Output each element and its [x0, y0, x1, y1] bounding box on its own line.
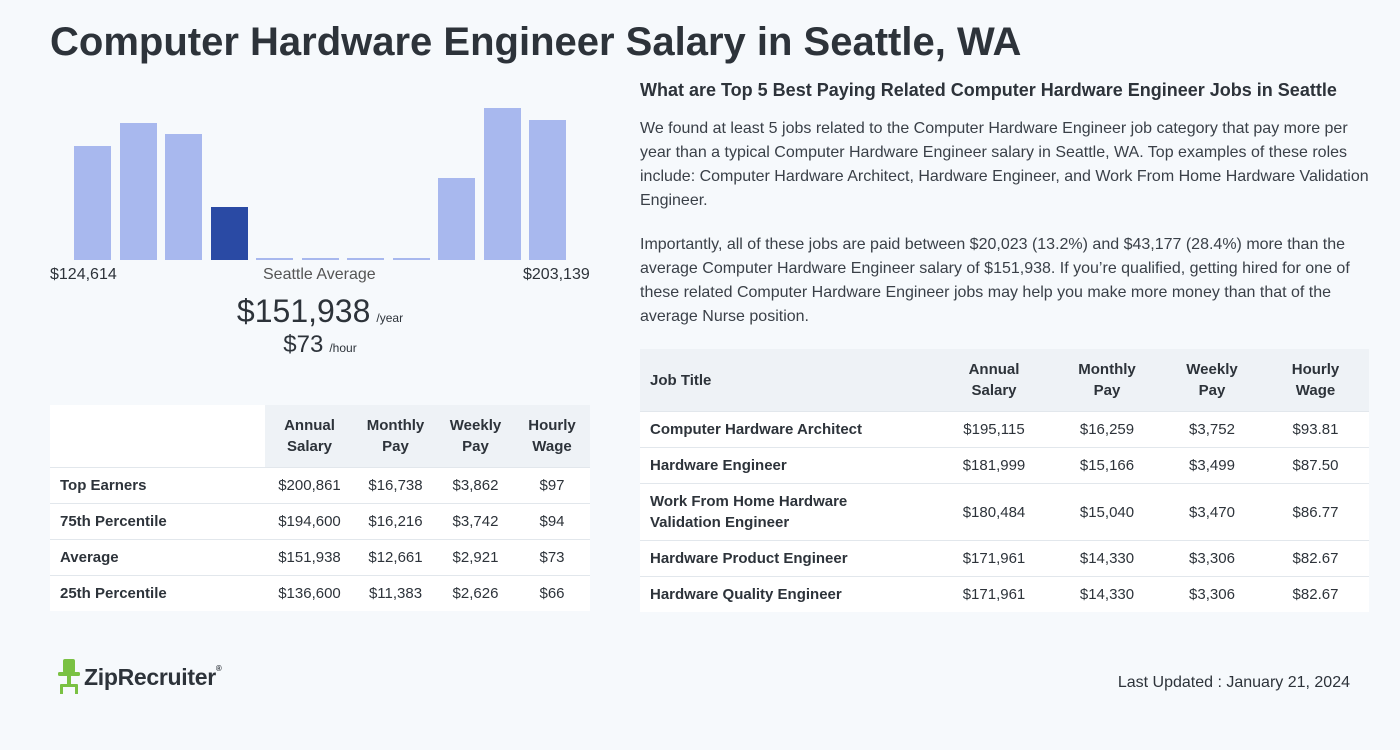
table-row: Hardware Quality Engineer $171,961 $14,3… — [640, 576, 1369, 612]
table-cell: $15,040 — [1052, 483, 1162, 541]
ziprecruiter-logo[interactable]: ZipRecruiter® — [58, 659, 222, 695]
job-title-cell: Hardware Product Engineer — [640, 540, 936, 577]
related-jobs-table: Job Title Annual Salary Monthly Pay Weekly… — [640, 349, 1369, 612]
table-cell: $82.67 — [1262, 576, 1369, 612]
column-header-monthly-pay: Monthly Pay — [354, 405, 437, 468]
table-cell: $3,306 — [1162, 540, 1262, 577]
table-cell: $94 — [514, 503, 590, 540]
yearly-salary-value: $151,938 — [236, 293, 371, 329]
hourly-salary: $73/hour — [0, 331, 640, 359]
table-cell: $171,961 — [936, 576, 1052, 612]
column-header-weekly-pay: Weekly Pay — [1162, 349, 1262, 412]
histogram-bar — [529, 120, 566, 260]
column-header-monthly-pay: Monthly Pay — [1052, 349, 1162, 412]
table-cell: $3,499 — [1162, 447, 1262, 484]
table-cell: $14,330 — [1052, 576, 1162, 612]
table-cell: $3,470 — [1162, 483, 1262, 541]
histogram-bar — [165, 134, 202, 260]
table-cell: $2,921 — [437, 539, 514, 576]
table-cell: $16,216 — [354, 503, 437, 540]
last-updated-text: Last Updated : January 21, 2024 — [1117, 674, 1350, 691]
table-cell: $151,938 — [265, 539, 354, 576]
column-header-annual-salary: Annual Salary — [265, 405, 354, 468]
table-row: Computer Hardware Architect $195,115 $16… — [640, 411, 1369, 448]
salary-histogram — [50, 100, 590, 260]
table-row: Top Earners $200,861 $16,738 $3,862 $97 — [50, 467, 590, 504]
histogram-bar — [438, 178, 475, 260]
histogram-bar — [301, 258, 339, 260]
page-title: Computer Hardware Engineer Salary in Sea… — [50, 20, 1022, 64]
table-row: Hardware Engineer $181,999 $15,166 $3,49… — [640, 447, 1369, 484]
table-cell: $16,738 — [354, 467, 437, 504]
table-cell: $73 — [514, 539, 590, 576]
table-cell: $3,862 — [437, 467, 514, 504]
table-cell: $87.50 — [1262, 447, 1369, 484]
table-cell: $200,861 — [265, 467, 354, 504]
histogram-bar — [210, 207, 248, 260]
column-header-hourly-wage: Hourly Wage — [514, 405, 590, 468]
job-title-cell: Hardware Quality Engineer — [640, 576, 936, 612]
histogram-min-label: $124,614 — [50, 266, 117, 283]
histogram-average-caption: Seattle Average — [263, 266, 376, 283]
table-row: Hardware Product Engineer $171,961 $14,3… — [640, 540, 1369, 577]
table-cell: $171,961 — [936, 540, 1052, 577]
row-label: Average — [50, 539, 265, 576]
table-row: Work From Home Hardware Validation Engine… — [640, 483, 1369, 541]
table-cell: $97 — [514, 467, 590, 504]
table-cell: $194,600 — [265, 503, 354, 540]
row-label: 25th Percentile — [50, 575, 265, 611]
chair-icon — [58, 659, 80, 694]
percentile-table-corner — [50, 405, 265, 468]
column-header-job-title: Job Title — [640, 349, 936, 412]
histogram-bar — [483, 108, 521, 260]
histogram-bar — [347, 258, 384, 260]
table-row: 75th Percentile $194,600 $16,216 $3,742 … — [50, 503, 590, 540]
column-header-hourly-wage: Hourly Wage — [1262, 349, 1369, 412]
table-cell: $136,600 — [265, 575, 354, 611]
yearly-salary: $151,938/year — [0, 293, 640, 330]
table-cell: $11,383 — [354, 575, 437, 611]
table-cell: $181,999 — [936, 447, 1052, 484]
table-row: Average $151,938 $12,661 $2,921 $73 — [50, 539, 590, 576]
percentile-table-header-row: Annual Salary Monthly Pay Weekly Pay Hourly… — [50, 405, 590, 468]
related-jobs-paragraph-2: Importantly, all of these jobs are paid … — [640, 236, 1350, 325]
table-cell: $3,742 — [437, 503, 514, 540]
table-cell: $180,484 — [936, 483, 1052, 541]
table-cell: $86.77 — [1262, 483, 1369, 541]
percentile-salary-table: Annual Salary Monthly Pay Weekly Pay Hourly… — [50, 405, 590, 611]
histogram-bar — [74, 146, 111, 260]
hourly-salary-value: $73 — [283, 331, 324, 358]
job-title-cell: Hardware Engineer — [640, 447, 936, 484]
row-label: 75th Percentile — [50, 503, 265, 540]
column-header-annual-salary: Annual Salary — [936, 349, 1052, 412]
table-row: 25th Percentile $136,600 $11,383 $2,626 … — [50, 575, 590, 611]
histogram-bar — [119, 123, 157, 260]
table-cell: $12,661 — [354, 539, 437, 576]
column-header-weekly-pay: Weekly Pay — [437, 405, 514, 468]
table-cell: $82.67 — [1262, 540, 1369, 577]
job-title-cell: Work From Home Hardware Validation Engine… — [640, 483, 936, 541]
hourly-salary-unit: /hour — [329, 341, 357, 355]
table-cell: $14,330 — [1052, 540, 1162, 577]
table-cell: $2,626 — [437, 575, 514, 611]
table-cell: $195,115 — [936, 411, 1052, 448]
yearly-salary-unit: /year — [376, 311, 404, 325]
histogram-bar — [256, 258, 293, 260]
table-cell: $66 — [514, 575, 590, 611]
histogram-max-label: $203,139 — [523, 266, 590, 283]
related-jobs-paragraph-1: We found at least 5 jobs related to the … — [640, 120, 1369, 209]
table-cell: $3,752 — [1162, 411, 1262, 448]
table-cell: $93.81 — [1262, 411, 1369, 448]
job-title-cell: Computer Hardware Architect — [640, 411, 936, 448]
jobs-table-header-row: Job Title Annual Salary Monthly Pay Weekly… — [640, 349, 1369, 412]
table-cell: $15,166 — [1052, 447, 1162, 484]
table-cell: $16,259 — [1052, 411, 1162, 448]
related-jobs-heading: What are Top 5 Best Paying Related Compu… — [640, 80, 1337, 100]
histogram-bar — [392, 258, 430, 260]
logo-wordmark: ZipRecruiter® — [84, 663, 222, 690]
table-cell: $3,306 — [1162, 576, 1262, 612]
row-label: Top Earners — [50, 467, 265, 504]
